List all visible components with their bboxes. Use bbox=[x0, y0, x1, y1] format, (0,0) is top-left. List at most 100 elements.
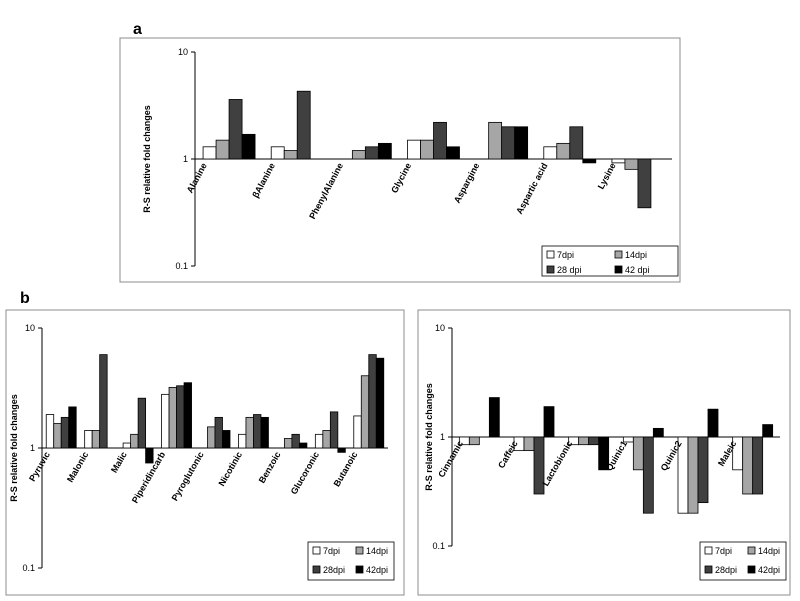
bar bbox=[176, 385, 185, 449]
bar bbox=[375, 357, 385, 449]
bar bbox=[523, 436, 535, 452]
bar bbox=[53, 423, 62, 449]
legend-label: 28dpi bbox=[323, 565, 345, 575]
bar bbox=[99, 354, 108, 449]
legend-label: 42 dpi bbox=[625, 265, 650, 275]
bar bbox=[569, 126, 584, 160]
bar bbox=[762, 424, 774, 438]
bar bbox=[582, 158, 597, 164]
bar bbox=[622, 436, 634, 443]
legend-swatch bbox=[355, 565, 364, 574]
bar bbox=[145, 447, 154, 464]
legend-label: 14dpi bbox=[758, 546, 780, 556]
legend-swatch bbox=[546, 250, 555, 259]
y-axis-label: R-S relative fold changes bbox=[142, 105, 152, 213]
bar bbox=[420, 139, 434, 160]
bar bbox=[161, 393, 170, 449]
y-tick-label: 10 bbox=[178, 47, 188, 57]
bar bbox=[368, 354, 377, 449]
legend-swatch bbox=[704, 546, 713, 555]
bar bbox=[202, 146, 217, 160]
bar bbox=[687, 436, 699, 514]
y-tick-label: 0.1 bbox=[432, 541, 445, 551]
bar bbox=[624, 158, 639, 170]
bar bbox=[314, 433, 324, 449]
bar bbox=[253, 414, 262, 449]
bar bbox=[697, 436, 709, 504]
legend-label: 28 dpi bbox=[557, 265, 582, 275]
y-tick-label: 10 bbox=[435, 323, 445, 333]
legend-label: 42dpi bbox=[758, 565, 780, 575]
bar bbox=[91, 430, 101, 449]
bar bbox=[215, 139, 230, 160]
bar bbox=[353, 415, 362, 449]
bar bbox=[283, 150, 298, 160]
bar bbox=[514, 126, 529, 160]
legend-swatch bbox=[704, 565, 713, 574]
bar bbox=[84, 430, 93, 449]
bar bbox=[652, 427, 664, 438]
bar bbox=[707, 408, 719, 438]
legend-swatch bbox=[312, 565, 321, 574]
bar bbox=[260, 416, 269, 449]
legend-label: 7dpi bbox=[715, 546, 732, 556]
bar bbox=[270, 146, 285, 160]
bar bbox=[578, 436, 590, 446]
y-tick-label: 1 bbox=[440, 432, 445, 442]
bar bbox=[207, 426, 216, 449]
panel-label-b: b bbox=[20, 290, 30, 307]
y-tick-label: 1 bbox=[30, 443, 35, 453]
bar bbox=[501, 126, 516, 160]
bar bbox=[68, 406, 77, 449]
bar bbox=[137, 397, 147, 449]
bar bbox=[322, 430, 331, 449]
legend-label: 14dpi bbox=[625, 250, 647, 260]
legend-label: 28dpi bbox=[715, 565, 737, 575]
legend-swatch bbox=[546, 265, 555, 274]
bar bbox=[296, 90, 311, 160]
y-tick-label: 10 bbox=[25, 323, 35, 333]
bar bbox=[752, 436, 764, 495]
bar bbox=[642, 436, 654, 514]
legend-swatch bbox=[614, 250, 623, 259]
bar bbox=[533, 436, 545, 495]
bar bbox=[214, 416, 223, 449]
y-tick-label: 0.1 bbox=[175, 261, 188, 271]
bar bbox=[446, 146, 460, 160]
bar bbox=[543, 406, 555, 438]
bar bbox=[543, 146, 558, 160]
bar bbox=[283, 438, 293, 449]
legend-swatch bbox=[355, 546, 364, 555]
bar bbox=[377, 142, 392, 160]
legend bbox=[541, 245, 679, 277]
bar bbox=[742, 436, 754, 495]
bar bbox=[364, 146, 379, 160]
y-tick-label: 0.1 bbox=[22, 563, 35, 573]
bar bbox=[329, 411, 339, 449]
bar bbox=[468, 436, 480, 446]
bar bbox=[245, 416, 254, 449]
legend-swatch bbox=[614, 265, 623, 274]
legend-label: 7dpi bbox=[323, 546, 340, 556]
bar bbox=[222, 430, 231, 449]
panel-label-a: a bbox=[133, 21, 142, 38]
bar bbox=[632, 436, 644, 471]
bar bbox=[407, 139, 421, 160]
bar bbox=[183, 382, 192, 449]
y-axis-label: R-S relative fold changes bbox=[9, 394, 19, 502]
bar bbox=[637, 158, 652, 209]
bar bbox=[337, 447, 346, 453]
legend-label: 42dpi bbox=[366, 565, 388, 575]
bar bbox=[241, 133, 256, 160]
bar bbox=[60, 416, 70, 449]
legend-swatch bbox=[747, 546, 756, 555]
bar bbox=[488, 121, 503, 160]
bar bbox=[360, 375, 370, 449]
bar bbox=[45, 414, 55, 449]
bar bbox=[433, 121, 447, 160]
bar bbox=[122, 442, 132, 449]
legend-label: 7dpi bbox=[557, 250, 574, 260]
bar bbox=[598, 436, 610, 471]
